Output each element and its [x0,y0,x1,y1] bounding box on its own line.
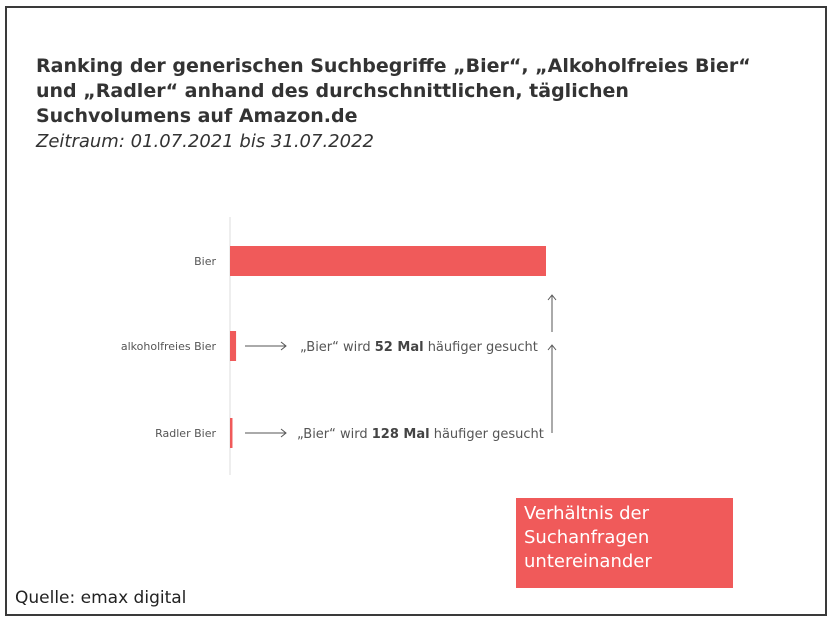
arrow-head [280,341,287,351]
chart-frame [5,6,827,616]
legend-line: Verhältnis der [524,503,649,524]
bar-radler-bier [230,418,233,448]
category-labels-group: Bier alkoholfreies Bier Radler Bier [121,255,217,440]
legend-box: Verhältnis der Suchanfragen untereinande… [516,498,733,588]
annotation-text: „Bier“ wird 52 Mal häufiger gesucht [300,340,538,355]
source-note: Quelle: emax digital [15,588,187,608]
bars-group [230,246,546,448]
arrow-head [547,294,557,301]
category-label: Radler Bier [155,427,216,440]
annotation-text: „Bier“ wird 128 Mal häufiger gesucht [297,427,544,442]
legend-line: untereinander [524,551,652,572]
legend-line: Suchanfragen [524,527,650,548]
chart-subtitle: Zeitraum: 01.07.2021 bis 31.07.2022 [36,131,374,152]
bar-alkoholfreies-bier [230,331,237,361]
category-label: Bier [194,255,216,268]
category-label: alkoholfreies Bier [121,340,217,353]
arrow-head [547,344,557,351]
annotations-group: „Bier“ wird 52 Mal häufiger gesucht „Bier… [245,294,557,442]
chart-title: Ranking der generischen Suchbegriffe „Bi… [36,55,751,127]
arrow-head [280,428,287,438]
bar-bier [230,246,546,276]
